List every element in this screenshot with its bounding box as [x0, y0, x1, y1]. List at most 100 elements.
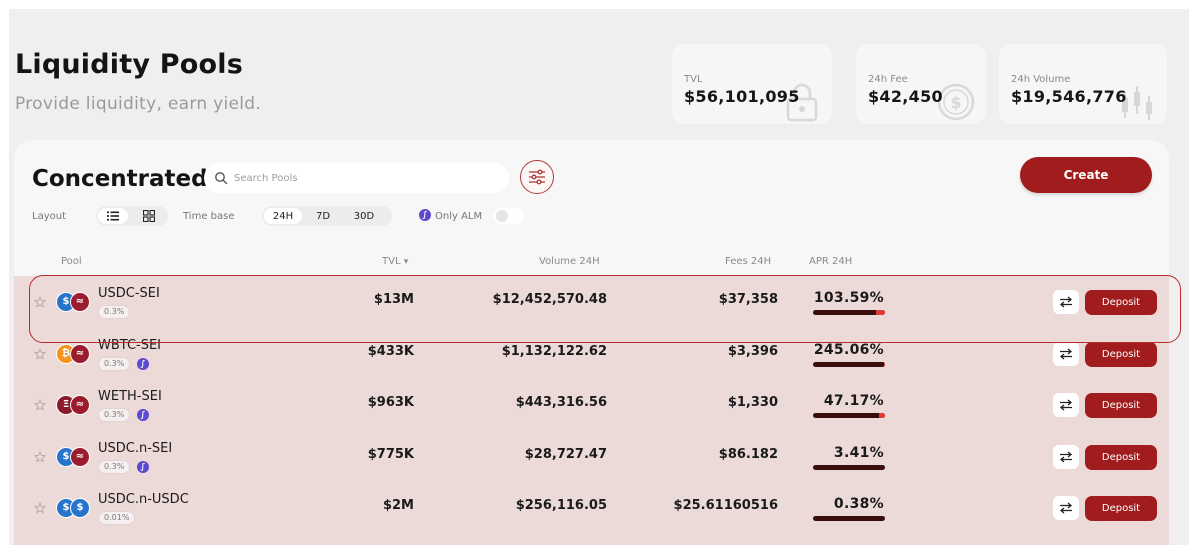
pool-tvl: $433K: [367, 344, 414, 359]
swap-button[interactable]: [1053, 342, 1079, 366]
pool-fees-24h: $1,330: [727, 395, 778, 410]
header-volume: Volume 24H: [539, 256, 600, 267]
table-row[interactable]: Ξ ≈ WETH-SEI 0.3% ∫ $963K $443,316.56 $1,330 47.…: [14, 379, 1169, 431]
pool-volume-24h: $28,727.47: [524, 447, 607, 462]
grid-icon: [143, 210, 155, 222]
fee-tier-badge: 0.3%: [98, 357, 131, 371]
search-box[interactable]: [204, 163, 509, 193]
only-alm-label: Only ALM: [435, 211, 483, 222]
timebase-label: Time base: [183, 211, 235, 222]
pool-pair-name[interactable]: USDC.n-USDC: [98, 492, 189, 507]
apr-bar: [813, 362, 885, 367]
apr-bar-accent: [876, 310, 885, 315]
table-row[interactable]: $ ≈ USDC-SEI 0.3% $13M $12,452,570.48 $37,358 1…: [14, 276, 1169, 328]
pool-tvl: $2M: [382, 498, 414, 513]
page-subtitle: Provide liquidity, earn yield.: [15, 94, 262, 114]
sliders-icon: [529, 169, 545, 185]
apr-bar: [813, 413, 885, 418]
deposit-button[interactable]: Deposit: [1085, 342, 1157, 367]
timebase-7d[interactable]: 7D: [315, 210, 331, 222]
header-apr: APR 24H: [809, 256, 853, 267]
sei-token-icon: ≈: [70, 292, 90, 312]
pool-tvl: $13M: [373, 292, 414, 307]
layout-label: Layout: [32, 211, 66, 222]
swap-button[interactable]: [1053, 290, 1079, 314]
pool-apr-24h: 3.41%: [833, 445, 884, 461]
header-tvl-label: TVL: [382, 256, 401, 267]
only-alm-toggle[interactable]: [494, 208, 524, 224]
star-icon[interactable]: [34, 348, 46, 360]
pool-fees-24h: $86.182: [718, 447, 778, 462]
timebase-30d[interactable]: 30D: [353, 210, 375, 222]
apr-bar: [813, 465, 885, 470]
apr-bar: [813, 516, 885, 521]
star-icon[interactable]: [34, 502, 46, 514]
list-icon: [107, 211, 119, 221]
pool-table-body: $ ≈ USDC-SEI 0.3% $13M $12,452,570.48 $37,358 1…: [14, 276, 1169, 545]
create-button[interactable]: Create: [1020, 157, 1152, 193]
deposit-button[interactable]: Deposit: [1085, 290, 1157, 315]
stat-value: $56,101,095: [684, 87, 800, 106]
deposit-button[interactable]: Deposit: [1085, 445, 1157, 470]
sei-token-icon: ≈: [70, 344, 90, 364]
deposit-button[interactable]: Deposit: [1085, 393, 1157, 418]
layout-toggle: [96, 206, 168, 226]
table-row[interactable]: $ $ USDC.n-USDC 0.01% $2M $256,116.05 $25.6116…: [14, 482, 1169, 534]
stat-label: 24h Fee: [868, 74, 908, 85]
pool-apr-24h: 245.06%: [813, 342, 884, 358]
pool-volume-24h: $1,132,122.62: [501, 344, 607, 359]
page-title: Liquidity Pools: [15, 49, 243, 80]
pool-pair-name[interactable]: USDC.n-SEI: [98, 441, 173, 456]
list-layout-button[interactable]: [98, 208, 128, 224]
candlestick-icon: [1122, 86, 1152, 120]
header-pool: Pool: [61, 256, 82, 267]
stat-label: 24h Volume: [1011, 74, 1071, 85]
table-row[interactable]: $ ≈ USDC.n-SEI 0.3% ∫ $775K $28,727.47 $86.182 3…: [14, 431, 1169, 483]
swap-button[interactable]: [1053, 445, 1079, 469]
star-icon[interactable]: [34, 296, 46, 308]
lock-icon: [786, 83, 818, 122]
star-icon[interactable]: [34, 451, 46, 463]
table-row[interactable]: ₿ ≈ WBTC-SEI 0.3% ∫ $433K $1,132,122.62 $3,396 2…: [14, 328, 1169, 380]
swap-arrows-icon: [1059, 296, 1073, 308]
fee-tier-badge: 0.3%: [98, 460, 131, 474]
filter-button[interactable]: [520, 160, 554, 194]
section-title: Concentrated: [32, 166, 208, 192]
sei-token-icon: ≈: [70, 395, 90, 415]
alm-icon: ∫: [419, 209, 431, 221]
pool-pair-name[interactable]: WETH-SEI: [98, 389, 162, 404]
stat-label: TVL: [684, 74, 703, 85]
pool-apr-24h: 0.38%: [833, 496, 884, 512]
pools-card: Concentrated Create Layout: [14, 140, 1169, 545]
stat-value: $42,450: [868, 87, 943, 106]
usdc-token-icon: $: [70, 498, 90, 518]
swap-button[interactable]: [1053, 393, 1079, 417]
header-tvl[interactable]: TVL ▾: [382, 256, 408, 267]
swap-arrows-icon: [1059, 399, 1073, 411]
search-input[interactable]: [234, 163, 499, 193]
stat-card-volume: 24h Volume $19,546,776: [999, 44, 1167, 124]
alm-icon: ∫: [137, 358, 149, 370]
header-fees: Fees 24H: [725, 256, 772, 267]
token-pair-icons: Ξ ≈: [56, 395, 92, 415]
pool-pair-name[interactable]: USDC-SEI: [98, 286, 160, 301]
pool-fees-24h: $37,358: [718, 292, 778, 307]
swap-button[interactable]: [1053, 496, 1079, 520]
grid-layout-button[interactable]: [134, 208, 164, 224]
token-pair-icons: $ $: [56, 498, 92, 518]
token-pair-icons: ₿ ≈: [56, 344, 92, 364]
pool-pair-name[interactable]: WBTC-SEI: [98, 338, 162, 353]
star-icon[interactable]: [34, 399, 46, 411]
pool-tvl: $775K: [367, 447, 414, 462]
toggle-knob: [496, 210, 508, 222]
token-pair-icons: $ ≈: [56, 447, 92, 467]
sei-token-icon: ≈: [70, 447, 90, 467]
stat-card-tvl: TVL $56,101,095: [672, 44, 832, 124]
timebase-24h[interactable]: 24H: [264, 208, 302, 224]
token-pair-icons: $ ≈: [56, 292, 92, 312]
pool-fees-24h: $25.61160516: [673, 498, 778, 513]
alm-icon: ∫: [137, 461, 149, 473]
stat-card-fee: 24h Fee $42,450 $: [856, 44, 986, 124]
fee-tier-badge: 0.3%: [98, 408, 131, 422]
deposit-button[interactable]: Deposit: [1085, 496, 1157, 521]
